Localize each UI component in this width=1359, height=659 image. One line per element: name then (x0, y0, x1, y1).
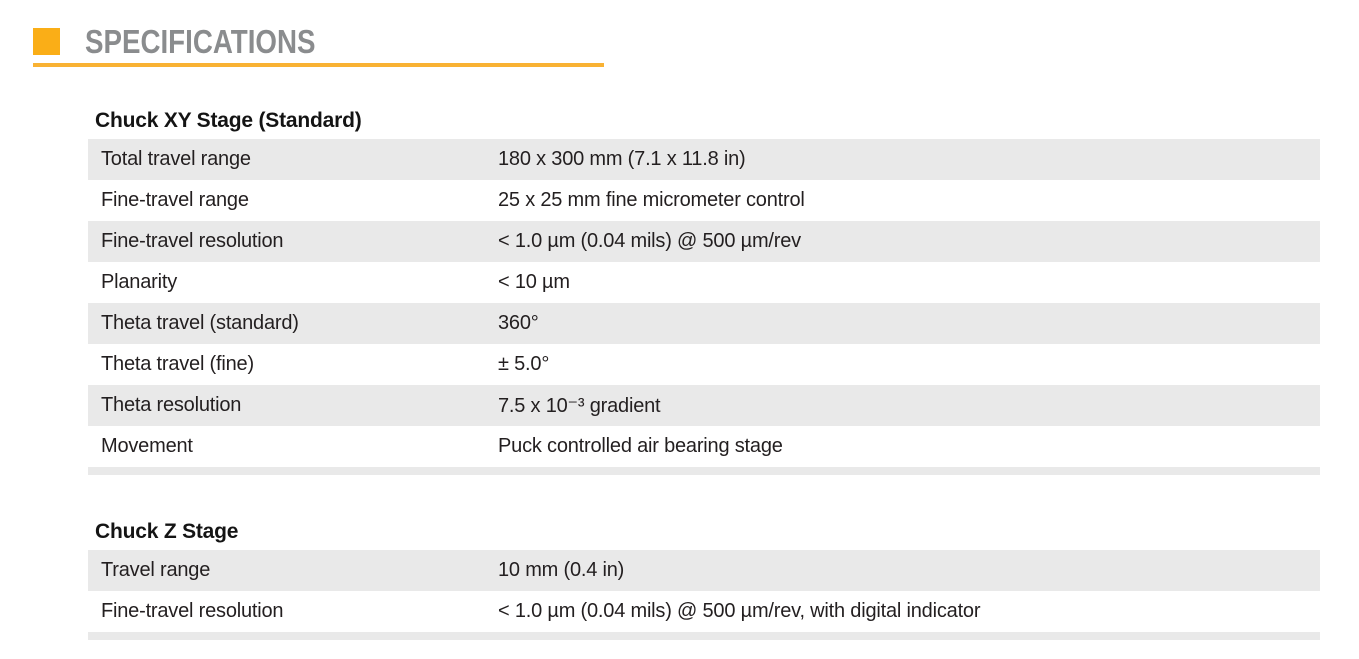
spec-label: Theta resolution (101, 394, 242, 416)
table-row: Movement Puck controlled air bearing sta… (88, 426, 1320, 467)
spec-label: Theta travel (standard) (101, 312, 299, 334)
accent-square-icon (33, 28, 60, 55)
spec-value: ± 5.0° (498, 353, 550, 375)
table-row: Travel range 10 mm (0.4 in) (88, 550, 1320, 591)
spec-value: 7.5 x 10⁻³ gradient (498, 395, 661, 417)
section-heading: Chuck XY Stage (Standard) (95, 109, 362, 132)
spec-table: Travel range 10 mm (0.4 in) Fine-travel … (88, 550, 1320, 632)
table-row: Theta travel (fine) ± 5.0° (88, 344, 1320, 385)
spec-label: Fine-travel resolution (101, 230, 284, 252)
table-row: Fine-travel range 25 x 25 mm fine microm… (88, 180, 1320, 221)
spec-value: < 10 µm (498, 271, 570, 293)
spec-value: 180 x 300 mm (7.1 x 11.8 in) (498, 148, 746, 170)
title-underline (33, 63, 604, 67)
spec-section: Chuck XY Stage (Standard) Total travel r… (88, 108, 1320, 475)
spec-value: 10 mm (0.4 in) (498, 559, 625, 581)
table-row: Fine-travel resolution < 1.0 µm (0.04 mi… (88, 591, 1320, 632)
spec-value: 360° (498, 312, 539, 334)
table-row: Theta travel (standard) 360° (88, 303, 1320, 344)
spec-value: 25 x 25 mm fine micrometer control (498, 189, 805, 211)
table-row: Total travel range 180 x 300 mm (7.1 x 1… (88, 139, 1320, 180)
spec-label: Fine-travel range (101, 189, 249, 211)
table-row: Planarity < 10 µm (88, 262, 1320, 303)
table-end-bar (88, 467, 1320, 475)
spec-label: Total travel range (101, 148, 251, 170)
spec-label: Planarity (101, 271, 178, 293)
table-row: Fine-travel resolution < 1.0 µm (0.04 mi… (88, 221, 1320, 262)
spec-label: Movement (101, 435, 193, 457)
spec-value: < 1.0 µm (0.04 mils) @ 500 µm/rev (498, 230, 801, 252)
spec-label: Travel range (101, 559, 211, 581)
table-end-bar (88, 632, 1320, 640)
spec-label: Fine-travel resolution (101, 600, 284, 622)
table-row: Theta resolution 7.5 x 10⁻³ gradient (88, 385, 1320, 426)
spec-table: Total travel range 180 x 300 mm (7.1 x 1… (88, 139, 1320, 467)
section-heading: Chuck Z Stage (95, 520, 239, 543)
spec-value: < 1.0 µm (0.04 mils) @ 500 µm/rev, with … (498, 600, 981, 622)
spec-label: Theta travel (fine) (101, 353, 254, 375)
section-header: SPECIFICATIONS (0, 0, 1359, 60)
spec-section: Chuck Z Stage Travel range 10 mm (0.4 in… (88, 519, 1320, 640)
content: Chuck XY Stage (Standard) Total travel r… (88, 108, 1320, 640)
page-title: SPECIFICATIONS (85, 22, 316, 60)
spec-value: Puck controlled air bearing stage (498, 435, 783, 457)
